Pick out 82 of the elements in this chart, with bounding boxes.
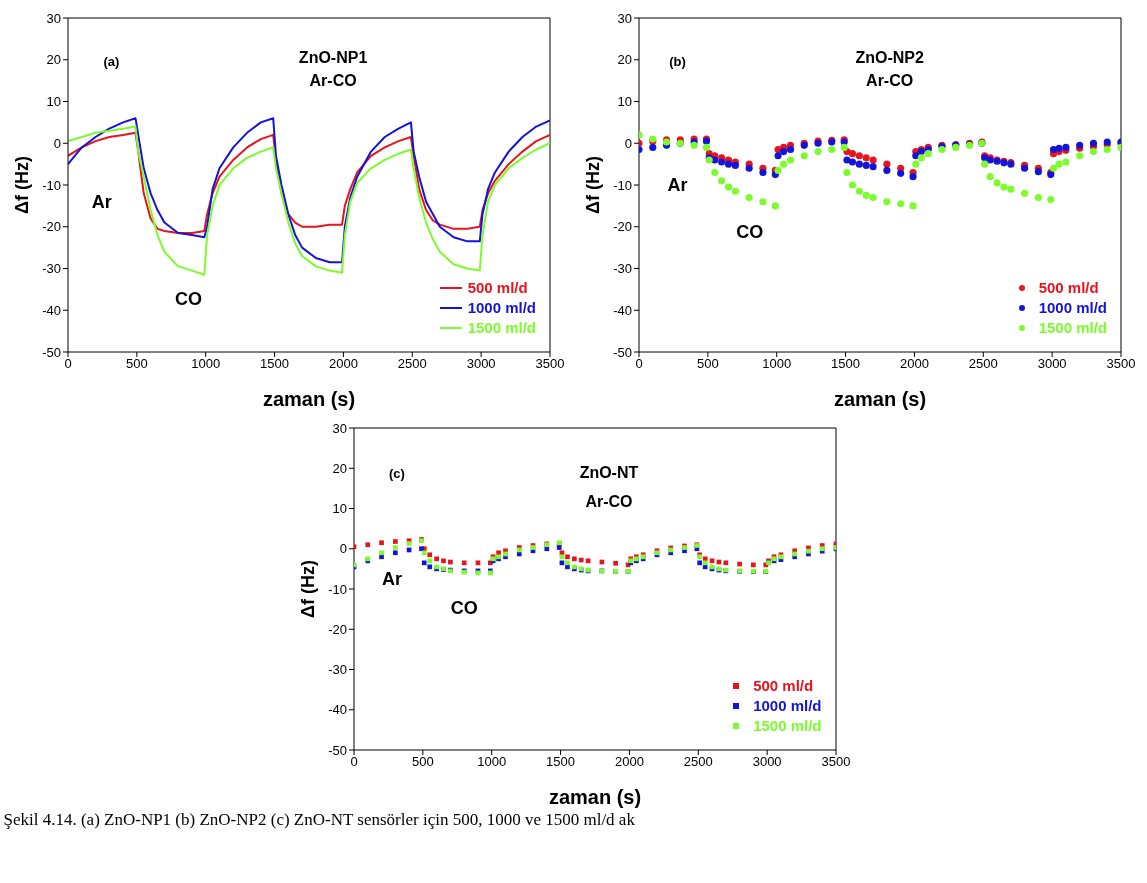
x-tick-label: 2000 [899,356,929,372]
y-tick-label: -10 [42,177,61,193]
x-tick-label: 2500 [683,754,713,770]
y-tick-label: 20 [46,52,61,68]
y-tick-label: -50 [42,344,61,360]
y-axis-title: Δf (Hz) [12,156,33,214]
y-tick-label: 10 [332,501,347,517]
annotation: (a) [103,53,120,69]
legend-label: 1000 ml/d [467,298,536,318]
y-tick-label: -10 [613,177,632,193]
annotation: Ar [667,174,688,196]
y-tick-label: -40 [613,302,632,318]
x-tick-label: 500 [126,356,148,372]
x-tick-label: 2500 [397,356,427,372]
annotation: CO [175,288,202,310]
y-tick-label: 30 [46,10,61,26]
legend-label: 500 ml/d [753,676,814,696]
annotation: Ar-CO [866,72,914,91]
x-tick-label: 1500 [545,754,575,770]
annotation: (b) [669,53,686,69]
y-tick-label: 10 [46,94,61,110]
x-tick-label: 2000 [328,356,358,372]
x-tick-label: 1000 [191,356,221,372]
x-tick-label: 0 [64,356,72,372]
y-tick-label: -20 [613,219,632,235]
legend-label: 1500 ml/d [753,716,822,736]
y-tick-label: -50 [613,344,632,360]
y-tick-label: -40 [327,702,347,718]
y-tick-label: 30 [332,420,347,436]
text: Şekil 4.14. (a) ZnO-NP1 (b) ZnO-NP2 (c) ZnO-NT sensörler için 500, 1000 ve 1500 ml/d ak [3,810,636,830]
y-tick-label: 0 [53,135,61,151]
y-tick-label: -20 [327,621,347,637]
y-tick-label: -30 [613,261,632,277]
y-tick-label: 10 [617,94,632,110]
y-tick-label: 0 [339,541,347,557]
annotation: Ar-CO [309,72,357,91]
annotation: ZnO-NP2 [855,49,924,68]
y-tick-label: 0 [624,135,632,151]
x-tick-label: 1500 [831,356,861,372]
x-tick-label: 2500 [968,356,998,372]
annotation: (c) [388,465,405,481]
x-tick-label: 3500 [535,356,565,372]
y-tick-label: -10 [327,581,347,597]
y-axis-title: Δf (Hz) [583,156,604,214]
y-tick-label: -30 [42,261,61,277]
x-tick-label: 3000 [1037,356,1067,372]
x-axis-title: zaman (s) [548,786,641,808]
annotation: ZnO-NP1 [298,49,368,68]
legend-label: 1500 ml/d [467,318,536,338]
y-tick-label: -20 [42,219,61,235]
x-tick-label: 3500 [1106,356,1136,372]
x-tick-label: 0 [635,356,643,372]
annotation: CO [450,597,478,619]
y-tick-label: 20 [332,460,347,476]
x-tick-label: 1000 [762,356,792,372]
x-tick-label: 0 [349,754,358,770]
y-tick-label: 20 [617,52,632,68]
x-tick-label: 500 [411,754,434,770]
annotation: CO [736,221,764,243]
legend-label: 1000 ml/d [1038,298,1107,318]
legend-label: 1500 ml/d [1038,318,1107,338]
x-tick-label: 3000 [466,356,496,372]
x-axis-title: zaman (s) [833,388,927,410]
legend-label: 500 ml/d [1038,278,1099,298]
x-tick-label: 1000 [476,754,506,770]
y-tick-label: -40 [42,302,61,318]
y-axis-title: Δf (Hz) [297,560,318,618]
x-tick-label: 3000 [752,754,782,770]
x-tick-label: 2000 [614,754,644,770]
x-axis-title: zaman (s) [262,388,356,410]
annotation: ZnO-NT [579,464,639,483]
annotation: Ar-CO [585,493,633,512]
annotation: Ar [91,191,112,213]
x-tick-label: 500 [697,356,719,372]
legend-label: 1000 ml/d [753,696,822,716]
y-tick-label: -50 [327,742,347,758]
y-tick-label: 30 [617,10,632,26]
legend-label: 500 ml/d [467,278,528,298]
x-tick-label: 3500 [821,754,850,770]
y-tick-label: -30 [327,662,347,678]
annotation: Ar [382,568,403,590]
x-tick-label: 1500 [260,356,290,372]
